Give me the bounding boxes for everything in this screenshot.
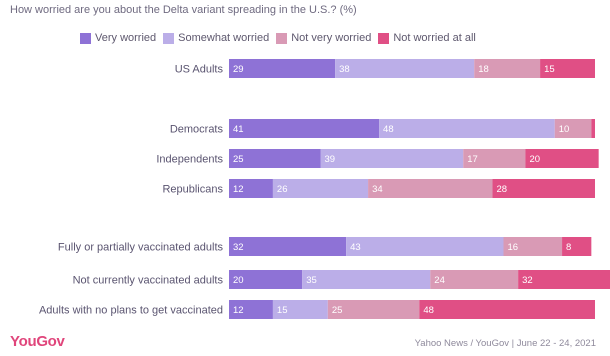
bar-segment — [474, 59, 541, 78]
data-label: 18 — [478, 64, 489, 75]
bar-segment — [320, 149, 464, 168]
source-note: Yahoo News / YouGov | June 22 - 24, 2021 — [414, 338, 596, 349]
bar-segment — [229, 179, 273, 198]
legend-swatch-somewhat-worried — [163, 32, 175, 44]
data-label: 25 — [233, 154, 244, 165]
bar-segment — [229, 300, 273, 319]
legend: Very worried Somewhat worried Not very w… — [80, 31, 483, 45]
data-label: 20 — [529, 154, 540, 165]
bar-segment — [492, 179, 595, 198]
data-label: 12 — [233, 305, 244, 316]
category-label: Not currently vaccinated adults — [73, 275, 224, 287]
data-label: 32 — [233, 242, 244, 253]
bar-segment — [591, 119, 595, 138]
bar-segment — [562, 237, 592, 256]
data-label: 10 — [559, 124, 570, 135]
bar-segment — [518, 270, 610, 289]
data-label: 25 — [332, 305, 343, 316]
bar-segment — [419, 300, 595, 319]
bar-segment — [229, 119, 380, 138]
legend-item-not-worried-at-all: Not worried at all — [378, 32, 476, 44]
legend-item-not-very-worried: Not very worried — [276, 32, 371, 44]
category-label: Democrats — [170, 124, 224, 136]
data-label: 43 — [350, 242, 361, 253]
category-label: Independents — [156, 154, 223, 166]
data-label: 17 — [467, 154, 478, 165]
bar-segment — [229, 237, 347, 256]
bar-segment — [368, 179, 493, 198]
bar-segment — [525, 149, 599, 168]
data-label: 15 — [544, 64, 555, 75]
data-label: 24 — [434, 275, 445, 286]
data-label: 28 — [497, 184, 508, 195]
bar-segment — [335, 59, 475, 78]
legend-swatch-not-very-worried — [276, 32, 288, 44]
category-label: Republicans — [162, 184, 223, 196]
bar-segment — [229, 59, 336, 78]
legend-label-not-worried-at-all: Not worried at all — [393, 32, 476, 44]
data-label: 20 — [233, 275, 244, 286]
bar-segment — [430, 270, 519, 289]
category-label: Adults with no plans to get vaccinated — [39, 305, 223, 317]
data-label: 8 — [566, 242, 571, 253]
data-label: 38 — [339, 64, 350, 75]
legend-item-very-worried: Very worried — [80, 32, 156, 44]
data-label: 12 — [233, 184, 244, 195]
bar-segment — [272, 179, 369, 198]
data-label: 16 — [508, 242, 519, 253]
legend-swatch-very-worried — [80, 32, 91, 44]
bar-segment — [229, 149, 321, 168]
bar-segment — [503, 237, 563, 256]
category-label: US Adults — [175, 64, 224, 76]
data-label: 41 — [233, 124, 244, 135]
legend-label-not-very-worried: Not very worried — [291, 32, 372, 44]
data-label: 39 — [325, 154, 336, 165]
yougov-logo: YouGov — [10, 333, 65, 350]
data-label: 29 — [233, 64, 244, 75]
legend-label-somewhat-worried: Somewhat worried — [178, 32, 270, 44]
legend-swatch-not-worried-at-all — [378, 32, 390, 44]
data-label: 48 — [383, 124, 394, 135]
data-label: 35 — [306, 275, 317, 286]
data-label: 48 — [423, 305, 434, 316]
legend-label-very-worried: Very worried — [95, 32, 157, 44]
data-label: 15 — [277, 305, 288, 316]
bar-segment — [463, 149, 526, 168]
bar-segment — [229, 270, 303, 289]
bar-segment — [302, 270, 431, 289]
bar-segment — [346, 237, 504, 256]
data-label: 32 — [522, 275, 533, 286]
bar-segment — [379, 119, 555, 138]
bar-segment — [554, 119, 592, 138]
chart-question: How worried are you about the Delta vari… — [10, 4, 357, 16]
category-label: Fully or partially vaccinated adults — [58, 242, 224, 254]
data-label: 26 — [277, 184, 288, 195]
bar-segment — [272, 300, 328, 319]
legend-item-somewhat-worried: Somewhat worried — [163, 32, 269, 44]
bar-segment — [540, 59, 595, 78]
data-label: 34 — [372, 184, 383, 195]
bar-segment — [327, 300, 420, 319]
